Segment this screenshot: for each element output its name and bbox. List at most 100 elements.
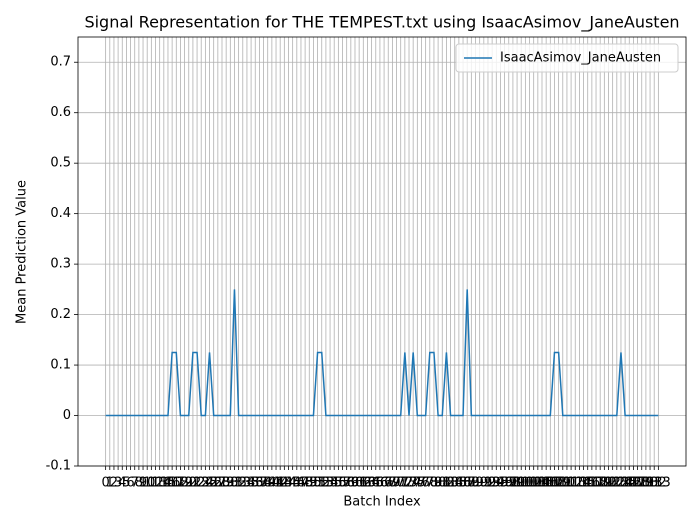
- x-tick-label: 72: [397, 476, 414, 491]
- x-tick-label: 44: [280, 476, 297, 491]
- x-tick-label: 60: [347, 476, 364, 491]
- x-tick-label: 48: [297, 476, 314, 491]
- x-tick-label: 133: [646, 476, 671, 491]
- x-tick-label: 51: [309, 476, 326, 491]
- y-tick-label: 0: [63, 408, 71, 423]
- x-tick-label: 33: [235, 476, 252, 491]
- x-tick-label: 99: [509, 476, 526, 491]
- x-tick-label: 55: [326, 476, 343, 491]
- x-tick-label: 12: [147, 476, 164, 491]
- x-tick-label: 97: [500, 476, 517, 491]
- x-tick-label: 3: [114, 476, 122, 491]
- x-tick-label: 20: [180, 476, 197, 491]
- x-tick-label: 56: [330, 476, 347, 491]
- x-tick-label: 64: [363, 476, 380, 491]
- x-tick-label: 84: [446, 476, 463, 491]
- x-tick-label: 73: [401, 476, 418, 491]
- x-tick-label: 127: [621, 476, 646, 491]
- x-tick-label: 77: [417, 476, 434, 491]
- x-tick-label: 26: [205, 476, 222, 491]
- x-tick-label: 92: [480, 476, 497, 491]
- x-tick-label: 71: [392, 476, 409, 491]
- x-tick-label: 41: [268, 476, 285, 491]
- x-tick-label: 65: [367, 476, 384, 491]
- x-tick-label: 98: [505, 476, 522, 491]
- x-tick-label: 15: [160, 476, 177, 491]
- y-tick-label: 0.7: [50, 55, 71, 70]
- x-tick-label: 45: [284, 476, 301, 491]
- x-tick-label: 14: [156, 476, 173, 491]
- x-tick-label: 5: [122, 476, 130, 491]
- y-tick-label: 0.5: [50, 156, 71, 171]
- axes-frame: [77, 36, 687, 467]
- x-tick-label: 7: [131, 476, 139, 491]
- x-tick-label: 38: [255, 476, 272, 491]
- x-tick-label: 78: [422, 476, 439, 491]
- y-tick-label: 0.4: [50, 206, 71, 221]
- x-tick-label: 82: [438, 476, 455, 491]
- x-tick-label: 90: [471, 476, 488, 491]
- x-tick-label: 109: [546, 476, 571, 491]
- legend-box: [455, 43, 679, 73]
- x-tick-label: 131: [638, 476, 663, 491]
- x-tick-label: 69: [384, 476, 401, 491]
- x-tick-label: 25: [201, 476, 218, 491]
- x-tick-label: 85: [451, 476, 468, 491]
- x-tick-label: 81: [434, 476, 451, 491]
- y-axis-label: Mean Prediction Value: [15, 180, 30, 324]
- x-tick-label: 91: [476, 476, 493, 491]
- y-tick-label: 0.1: [50, 358, 71, 373]
- x-tick-label: 76: [413, 476, 430, 491]
- x-tick-label: 13: [151, 476, 168, 491]
- x-tick-label: 130: [633, 476, 658, 491]
- x-tick-label: 6: [126, 476, 134, 491]
- x-tick-label: 68: [380, 476, 397, 491]
- x-tick-label: 58: [338, 476, 355, 491]
- x-tick-label: 83: [442, 476, 459, 491]
- x-tick-label: 43: [276, 476, 293, 491]
- x-tick-label: 115: [571, 476, 596, 491]
- x-tick-label: 59: [343, 476, 360, 491]
- legend-label: IsaacAsimov_JaneAusten: [500, 51, 661, 66]
- y-tick-label: -0.1: [46, 459, 71, 474]
- x-tick-label: 23: [193, 476, 210, 491]
- line-series: [105, 289, 659, 417]
- x-tick-label: 128: [625, 476, 650, 491]
- x-tick-label: 102: [517, 476, 542, 491]
- x-tick-label: 95: [492, 476, 509, 491]
- x-tick-label: 104: [525, 476, 550, 491]
- x-tick-label: 122: [600, 476, 625, 491]
- x-tick-label: 22: [189, 476, 206, 491]
- x-tick-label: 10: [139, 476, 156, 491]
- x-tick-label: 29: [218, 476, 235, 491]
- x-tick-label: 11: [143, 476, 160, 491]
- x-tick-label: 70: [388, 476, 405, 491]
- x-tick-label: 103: [521, 476, 546, 491]
- x-tick-label: 86: [455, 476, 472, 491]
- x-tick-label: 0: [101, 476, 109, 491]
- x-tick-label: 93: [484, 476, 501, 491]
- x-tick-label: 47: [293, 476, 310, 491]
- x-tick-label: 94: [488, 476, 505, 491]
- x-tick-label: 100: [509, 476, 534, 491]
- x-tick-label: 101: [513, 476, 538, 491]
- x-tick-label: 111: [555, 476, 580, 491]
- x-tick-label: 124: [609, 476, 634, 491]
- x-tick-label: 21: [185, 476, 202, 491]
- x-tick-label: 117: [579, 476, 604, 491]
- x-tick-label: 126: [617, 476, 642, 491]
- x-tick-label: 129: [629, 476, 654, 491]
- x-tick-label: 110: [550, 476, 575, 491]
- x-tick-label: 27: [210, 476, 227, 491]
- x-tick-label: 42: [272, 476, 289, 491]
- x-tick-label: 116: [575, 476, 600, 491]
- x-tick-label: 125: [613, 476, 638, 491]
- y-tick-label: 0.3: [50, 257, 71, 272]
- x-tick-label: 88: [463, 476, 480, 491]
- x-tick-label: 46: [289, 476, 306, 491]
- x-tick-label: 121: [596, 476, 621, 491]
- x-tick-label: 106: [534, 476, 559, 491]
- x-tick-label: 8: [135, 476, 143, 491]
